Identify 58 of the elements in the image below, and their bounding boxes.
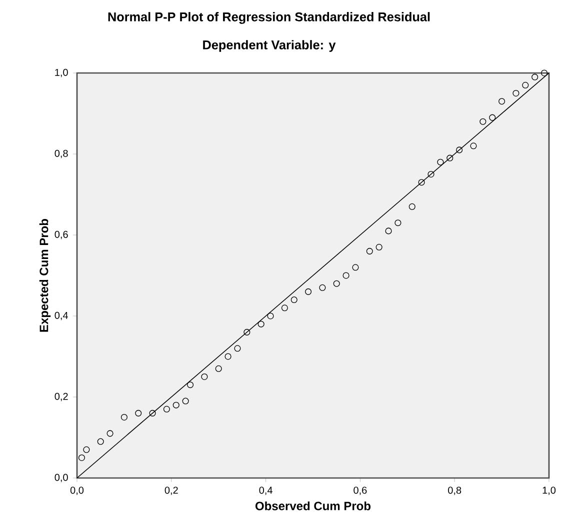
- point: [342, 272, 350, 279]
- point: [234, 345, 241, 352]
- point: [163, 406, 170, 412]
- point: [522, 82, 529, 88]
- point: [394, 220, 402, 226]
- point: [352, 264, 359, 271]
- x-axis-title: Observed Cum Prob: [255, 501, 371, 510]
- point: [319, 284, 326, 291]
- x-tick-label: 0,4: [259, 486, 272, 495]
- point: [456, 146, 463, 154]
- point: [408, 203, 416, 210]
- y-tick-label: 0,4: [54, 312, 68, 320]
- point: [366, 248, 373, 254]
- point: [201, 373, 208, 380]
- point: [376, 244, 382, 250]
- point: [267, 312, 274, 320]
- point: [120, 414, 128, 421]
- point: [290, 296, 298, 304]
- y-tick-label: 0,8: [54, 150, 68, 158]
- point: [418, 179, 425, 186]
- y-tick-label: 0,6: [54, 230, 68, 240]
- point: [149, 410, 156, 416]
- point: [437, 158, 444, 166]
- x-tick-label: 0,8: [448, 486, 462, 495]
- point: [333, 280, 340, 287]
- point: [224, 353, 232, 360]
- point: [187, 382, 194, 388]
- point: [498, 98, 506, 105]
- point: [385, 228, 392, 234]
- chart-subtitle: Dependent Variable: y: [203, 40, 336, 52]
- point: [305, 288, 312, 295]
- point: [428, 170, 434, 178]
- y-tick-label: 0,0: [54, 474, 68, 482]
- y-tick-label: 1,0: [55, 68, 68, 78]
- x-tick-label: 0,6: [354, 486, 367, 495]
- point: [512, 90, 520, 97]
- point: [135, 410, 142, 416]
- x-tick-label: 0,0: [70, 486, 84, 495]
- point: [106, 430, 114, 437]
- point: [97, 438, 104, 445]
- y-axis-title: Expected Cum Prob: [39, 218, 51, 332]
- point: [182, 398, 189, 404]
- point: [532, 74, 538, 80]
- point: [258, 320, 264, 328]
- point: [172, 402, 180, 408]
- point: [470, 142, 477, 150]
- point: [489, 114, 496, 121]
- y-tick-label: 0,2: [54, 392, 68, 402]
- point: [215, 365, 222, 372]
- point: [83, 446, 90, 453]
- x-tick-label: 0,2: [164, 486, 178, 495]
- point: [78, 454, 85, 462]
- point: [480, 118, 486, 125]
- chart-title: Normal P-P Plot of Regression Standardized Residual: [108, 12, 430, 24]
- point: [281, 304, 288, 312]
- point: [446, 154, 454, 162]
- point: [244, 328, 250, 336]
- x-tick-label: 1,0: [542, 486, 556, 495]
